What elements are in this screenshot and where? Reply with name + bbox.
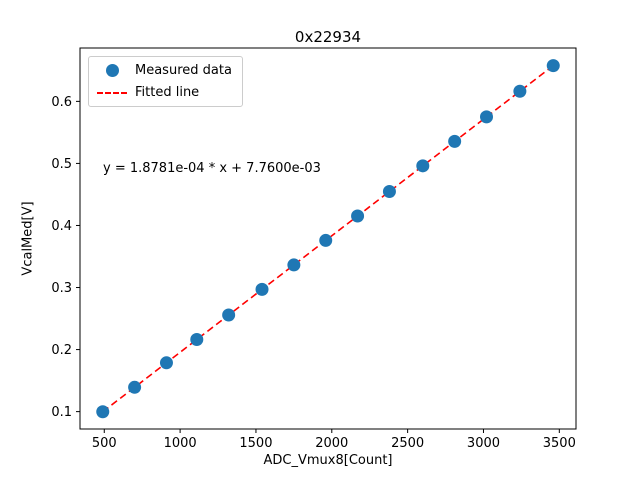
data-point <box>287 258 301 272</box>
data-point <box>382 185 396 199</box>
x-tick-label: 1500 <box>239 436 272 451</box>
data-point <box>480 110 494 124</box>
data-point <box>159 356 173 370</box>
data-point <box>416 159 430 173</box>
chart-title: 0x22934 <box>294 28 362 46</box>
axes-frame <box>79 47 577 430</box>
measured-data-marker-icon <box>97 64 127 77</box>
x-tick-label: 2500 <box>391 436 424 451</box>
x-tick-label: 2000 <box>315 436 348 451</box>
y-tick-label: 0.3 <box>51 281 72 296</box>
data-point <box>222 308 236 322</box>
legend-label-measured-data: Measured data <box>135 63 232 78</box>
data-point <box>513 84 527 98</box>
fitted-line <box>102 64 554 413</box>
legend: Measured data Fitted line <box>88 56 243 107</box>
y-axis-label: VcalMed[V] <box>20 201 36 276</box>
data-point <box>319 233 333 247</box>
fitted-line-marker-icon <box>97 91 127 94</box>
x-tick-label: 500 <box>92 436 117 451</box>
x-tick-label: 1000 <box>164 436 197 451</box>
legend-item-fitted-line: Fitted line <box>97 85 232 100</box>
data-point <box>96 405 110 419</box>
data-point <box>128 380 142 394</box>
y-tick-label: 0.5 <box>51 157 72 172</box>
legend-item-measured-data: Measured data <box>97 63 232 78</box>
data-point <box>255 282 269 296</box>
data-point <box>190 333 204 347</box>
y-tick-label: 0.4 <box>51 219 72 234</box>
data-point <box>351 209 365 223</box>
x-tick-label: 3500 <box>543 436 576 451</box>
data-point <box>448 134 462 148</box>
x-axis-label: ADC_Vmux8[Count] <box>263 453 393 468</box>
y-tick-label: 0.2 <box>51 343 72 358</box>
y-tick-label: 0.6 <box>51 95 72 110</box>
legend-label-fitted-line: Fitted line <box>135 85 200 100</box>
y-tick-label: 0.1 <box>51 405 72 420</box>
data-point <box>546 59 560 73</box>
fit-equation-annotation: y = 1.8781e-04 * x + 7.7600e-03 <box>103 161 321 176</box>
x-tick-label: 3000 <box>467 436 500 451</box>
